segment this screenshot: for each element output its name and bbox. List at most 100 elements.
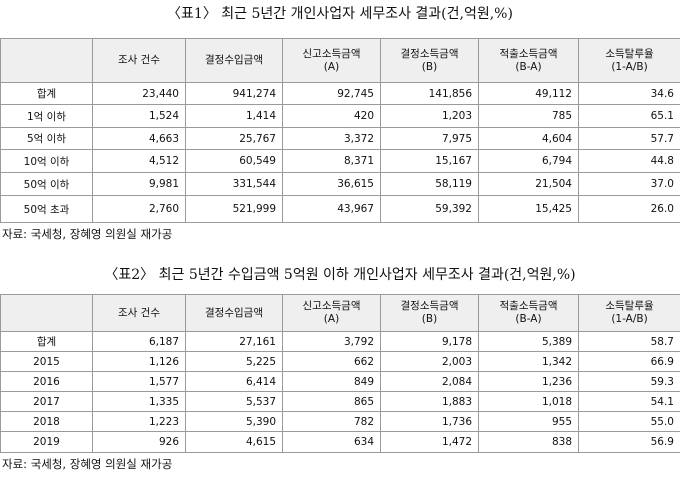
row-label: 5억 이하 — [0, 127, 93, 150]
cell: 7,975 — [380, 127, 479, 150]
cell: 60,549 — [185, 149, 283, 173]
row-label: 1억 이하 — [0, 104, 93, 128]
row-label: 50억 이하 — [0, 172, 93, 196]
cell: 1,883 — [380, 391, 479, 412]
cell: 782 — [282, 411, 381, 432]
cell: 1,236 — [478, 371, 579, 392]
cell: 3,372 — [282, 127, 381, 150]
cell: 5,390 — [185, 411, 283, 432]
cell: 521,999 — [185, 195, 283, 223]
header-cell: 결정수입금액 — [185, 38, 283, 83]
cell: 15,425 — [478, 195, 579, 223]
cell: 8,371 — [282, 149, 381, 173]
cell: 34.6 — [578, 82, 680, 105]
cell: 1,736 — [380, 411, 479, 432]
cell: 1,342 — [478, 351, 579, 372]
header-cell: 결정소득금액 (B) — [380, 38, 479, 83]
data-table: 조사 건수 결정수입금액 신고소득금액 (A) 결정소득금액 (B) 적출소득금액 (B-A)… — [0, 38, 680, 223]
data-row: 2017 1,335 5,537 865 1,883 1,018 54.1 — [0, 391, 680, 412]
header-line: 결정소득금액 — [400, 300, 459, 312]
cell: 1,203 — [380, 104, 479, 128]
cell: 1,335 — [92, 391, 186, 412]
header-line: 적출소득금액 — [499, 47, 558, 60]
table-title: 〈표2〉 최근 5년간 수입금액 5억원 이하 개인사업자 세무조사 결과(건,… — [104, 267, 576, 283]
row-label: 합계 — [0, 82, 93, 105]
cell: 849 — [282, 371, 381, 392]
cell: 65.1 — [578, 104, 680, 128]
cell: 1,223 — [92, 411, 186, 432]
cell: 634 — [282, 431, 381, 453]
header-line: 결정수입금액 — [205, 306, 263, 319]
cell: 420 — [282, 104, 381, 128]
header-line: 소득탈루율 — [605, 47, 654, 60]
data-row: 2019 926 4,615 634 1,472 838 56.9 — [0, 431, 680, 453]
header-line: (B-A) — [515, 60, 542, 73]
data-row: 50억 이하 9,981 331,544 36,615 58,119 21,504 37.0 — [0, 172, 680, 196]
header-line: (A) — [323, 313, 340, 325]
header-line: (B) — [421, 60, 438, 73]
cell: 5,537 — [185, 391, 283, 412]
cell: 3,792 — [282, 331, 381, 352]
row-label: 2015 — [0, 351, 93, 372]
cell: 1,018 — [478, 391, 579, 412]
cell: 2,084 — [380, 371, 479, 392]
header-cell: 조사 건수 — [92, 38, 186, 83]
data-row: 1억 이하 1,524 1,414 420 1,203 785 65.1 — [0, 104, 680, 128]
cell: 1,126 — [92, 351, 186, 372]
row-label: 2019 — [0, 431, 93, 453]
header-line: 신고소득금액 — [302, 47, 361, 60]
cell: 4,512 — [92, 149, 186, 173]
cell: 2,760 — [92, 195, 186, 223]
source-note: 자료: 국세청, 장혜영 의원실 재가공 — [2, 457, 173, 471]
cell: 58.7 — [578, 331, 680, 352]
table-block: 〈표2〉 최근 5년간 수입금액 5억원 이하 개인사업자 세무조사 결과(건,… — [0, 264, 680, 473]
cell: 2,003 — [380, 351, 479, 372]
cell: 56.9 — [578, 431, 680, 453]
cell: 865 — [282, 391, 381, 412]
cell: 66.9 — [578, 351, 680, 372]
cell: 1,414 — [185, 104, 283, 128]
data-row: 2015 1,126 5,225 662 2,003 1,342 66.9 — [0, 351, 680, 372]
data-row: 2016 1,577 6,414 849 2,084 1,236 59.3 — [0, 371, 680, 392]
table-block: 〈표1〉 최근 5년간 개인사업자 세무조사 결과(건,억원,%) 조사 건수 결정… — [0, 3, 680, 243]
cell: 331,544 — [185, 172, 283, 196]
row-label: 2016 — [0, 371, 93, 392]
cell: 59,392 — [380, 195, 479, 223]
cell: 23,440 — [92, 82, 186, 105]
header-cell — [0, 38, 93, 83]
header-cell: 신고소득금액 (A) — [282, 294, 381, 332]
header-row: 조사 건수 결정수입금액 신고소득금액 (A) 결정소득금액 (B) 적출소득금액 (B-A)… — [0, 294, 680, 332]
cell: 43,967 — [282, 195, 381, 223]
cell: 57.7 — [578, 127, 680, 150]
cell: 9,981 — [92, 172, 186, 196]
header-line: (B) — [421, 313, 438, 325]
data-row: 5억 이하 4,663 25,767 3,372 7,975 4,604 57.7 — [0, 127, 680, 150]
header-line: (B-A) — [515, 313, 542, 325]
row-label: 합계 — [0, 331, 93, 352]
cell: 58,119 — [380, 172, 479, 196]
cell: 54.1 — [578, 391, 680, 412]
cell: 1,472 — [380, 431, 479, 453]
data-row: 50억 초과 2,760 521,999 43,967 59,392 15,425 26.0 — [0, 195, 680, 223]
data-row: 합계 6,187 27,161 3,792 9,178 5,389 58.7 — [0, 331, 680, 352]
cell: 6,187 — [92, 331, 186, 352]
row-label: 2017 — [0, 391, 93, 412]
cell: 785 — [478, 104, 579, 128]
cell: 6,414 — [185, 371, 283, 392]
cell: 838 — [478, 431, 579, 453]
header-line: 조사 건수 — [118, 54, 160, 66]
header-cell: 조사 건수 — [92, 294, 186, 332]
data-row: 2018 1,223 5,390 782 1,736 955 55.0 — [0, 411, 680, 432]
header-line: 소득탈루율 — [605, 300, 654, 312]
cell: 5,389 — [478, 331, 579, 352]
row-label: 10억 이하 — [0, 149, 93, 173]
data-table: 조사 건수 결정수입금액 신고소득금액 (A) 결정소득금액 (B) 적출소득금액 (B-A)… — [0, 294, 680, 453]
header-line: 적출소득금액 — [499, 300, 558, 312]
cell: 26.0 — [578, 195, 680, 223]
cell: 36,615 — [282, 172, 381, 196]
cell: 141,856 — [380, 82, 479, 105]
cell: 1,524 — [92, 104, 186, 128]
header-line: (1-A/B) — [611, 313, 648, 325]
header-row: 조사 건수 결정수입금액 신고소득금액 (A) 결정소득금액 (B) 적출소득금액 (B-A)… — [0, 38, 680, 83]
cell: 49,112 — [478, 82, 579, 105]
